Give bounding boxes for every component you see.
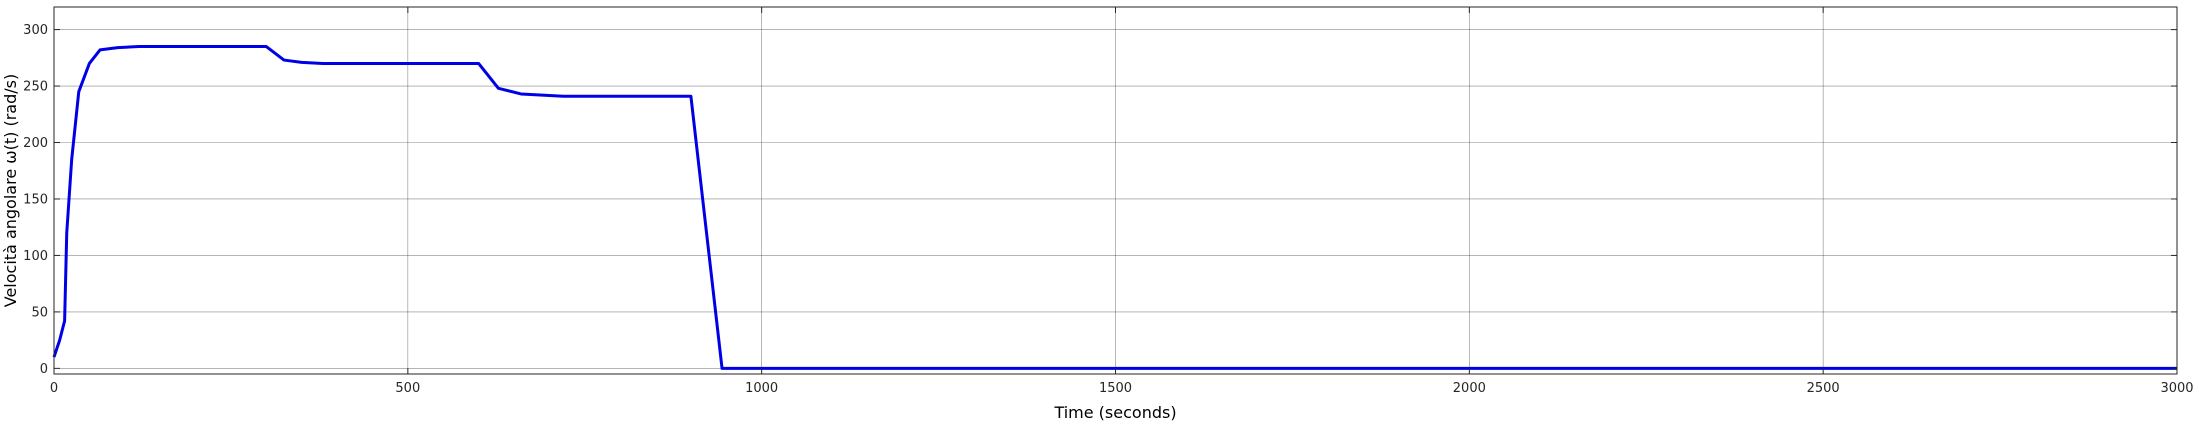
ticks-group: 0 500 1000 1500 2000 2500 3000 0 50 100 150 200 250 3… [23, 7, 2194, 396]
x-tick-label: 1500 [1099, 381, 1132, 396]
y-axis-label: Velocità angolare ω(t) (rad/s) [1, 74, 20, 307]
x-tick-label: 500 [395, 381, 420, 396]
y-tick-label: 200 [23, 136, 48, 151]
series-group [52, 45, 2177, 370]
x-tick-label: 1000 [745, 381, 778, 396]
y-tick-label: 150 [23, 192, 48, 207]
x-tick-label: 2500 [1807, 381, 1840, 396]
series-line-0 [52, 45, 2177, 370]
y-tick-label: 100 [23, 249, 48, 264]
x-tick-label: 2000 [1453, 381, 1486, 396]
y-tick-label: 0 [40, 362, 48, 377]
x-tick-label: 0 [50, 381, 58, 396]
x-axis-label: Time (seconds) [1053, 403, 1176, 422]
x-tick-label: 3000 [2160, 381, 2193, 396]
y-tick-label: 250 [23, 80, 48, 95]
y-tick-label: 300 [23, 23, 48, 38]
y-tick-label: 50 [31, 305, 48, 320]
grid-lines [54, 7, 2177, 374]
